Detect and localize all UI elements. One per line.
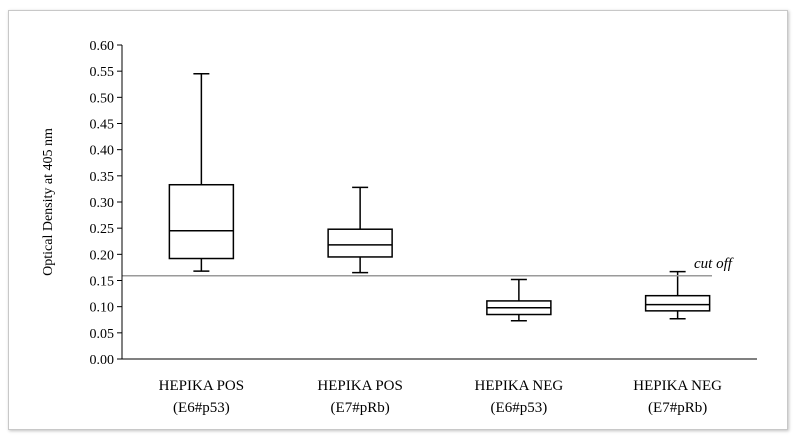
x-tick-label: HEPIKA POS [317,378,402,394]
box-plot-series [168,73,711,322]
y-tick-label: 0.30 [90,196,115,211]
box-2 [327,186,393,274]
y-tick-label: 0.45 [90,118,115,133]
x-tick-label-sub: (E6#p53) [491,400,548,416]
y-tick-label: 0.05 [90,327,115,342]
y-axis-ticks: 0.00 0.05 0.10 0.15 0.20 0.25 0.30 0.35 0.40 0.45… [90,39,122,368]
x-tick-label-sub: (E7#pRb) [331,400,390,416]
y-tick-label: 0.55 [90,65,115,80]
chart-frame [8,10,788,430]
x-tick-label: HEPIKA NEG [475,378,564,394]
y-tick-label: 0.15 [90,275,115,290]
y-tick-label: 0.40 [90,144,115,159]
box-3 [486,278,552,322]
x-tick-label-sub: (E7#pRb) [648,400,707,416]
y-axis-label: Optical Density at 405 nm [41,128,56,276]
iqr-box [168,183,235,260]
x-tick-label: HEPIKA NEG [633,378,722,394]
iqr-box [327,228,393,258]
x-tick-label-sub: (E6#p53) [173,400,230,416]
box-1 [168,73,235,272]
y-tick-label: 0.20 [90,248,115,263]
y-tick-label: 0.60 [90,39,115,54]
y-tick-label: 0.35 [90,170,115,185]
cutoff-label: cut off [694,256,734,272]
iqr-box [644,294,711,312]
y-tick-label: 0.25 [90,222,115,237]
y-tick-label: 0.00 [90,353,115,368]
y-tick-label: 0.10 [90,301,115,316]
box-4 [644,270,711,320]
x-tick-label: HEPIKA POS [159,378,244,394]
y-tick-label: 0.50 [90,91,115,106]
x-axis-labels: HEPIKA POS (E6#p53) HEPIKA POS (E7#pRb) HEPI… [159,378,723,416]
